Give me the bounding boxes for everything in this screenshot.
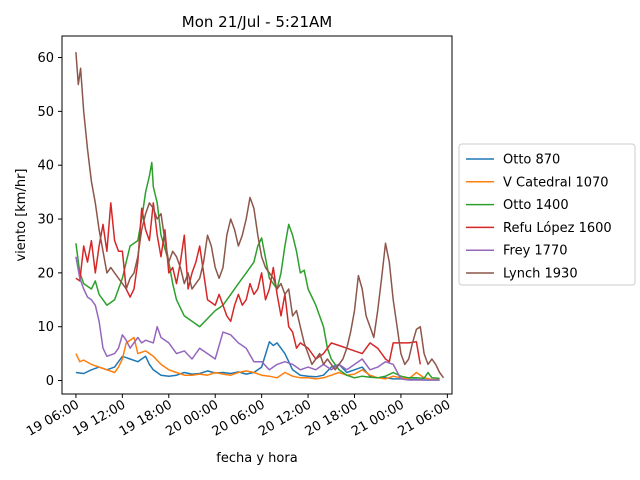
series-line-2 bbox=[75, 161, 440, 380]
series-line-5 bbox=[75, 52, 445, 379]
legend-label: Lynch 1930 bbox=[503, 267, 578, 282]
x-tick-label: 21 06:00 bbox=[396, 397, 454, 439]
y-axis-label: viento [km/hr] bbox=[14, 168, 29, 261]
legend-label: Frey 1770 bbox=[503, 244, 568, 259]
legend-label: Otto 1400 bbox=[503, 198, 569, 213]
chart-title: Mon 21/Jul - 5:21AM bbox=[182, 13, 332, 31]
y-tick-label: 10 bbox=[37, 320, 54, 335]
y-tick-label: 40 bbox=[37, 159, 54, 174]
series-line-4 bbox=[75, 256, 440, 381]
series-line-3 bbox=[75, 202, 422, 365]
plot-frame bbox=[61, 35, 453, 395]
legend-label: V Catedral 1070 bbox=[503, 175, 609, 190]
plot-lines bbox=[75, 52, 445, 381]
y-axis-ticks: 0 10 20 30 40 50 60 bbox=[37, 51, 62, 389]
series-line-1 bbox=[75, 336, 440, 381]
legend-label: Otto 870 bbox=[503, 153, 560, 168]
y-tick-label: 50 bbox=[37, 105, 54, 120]
y-tick-label: 30 bbox=[37, 213, 54, 228]
legend-label: Refu López 1600 bbox=[503, 221, 612, 236]
x-axis-label: fecha y hora bbox=[216, 451, 297, 466]
y-tick-label: 20 bbox=[37, 266, 54, 281]
legend: Otto 870 V Catedral 1070 Otto 1400 Refu Lóp… bbox=[458, 143, 636, 286]
y-tick-label: 0 bbox=[46, 374, 54, 389]
legend-box bbox=[458, 143, 636, 286]
y-tick-label: 60 bbox=[37, 51, 54, 66]
